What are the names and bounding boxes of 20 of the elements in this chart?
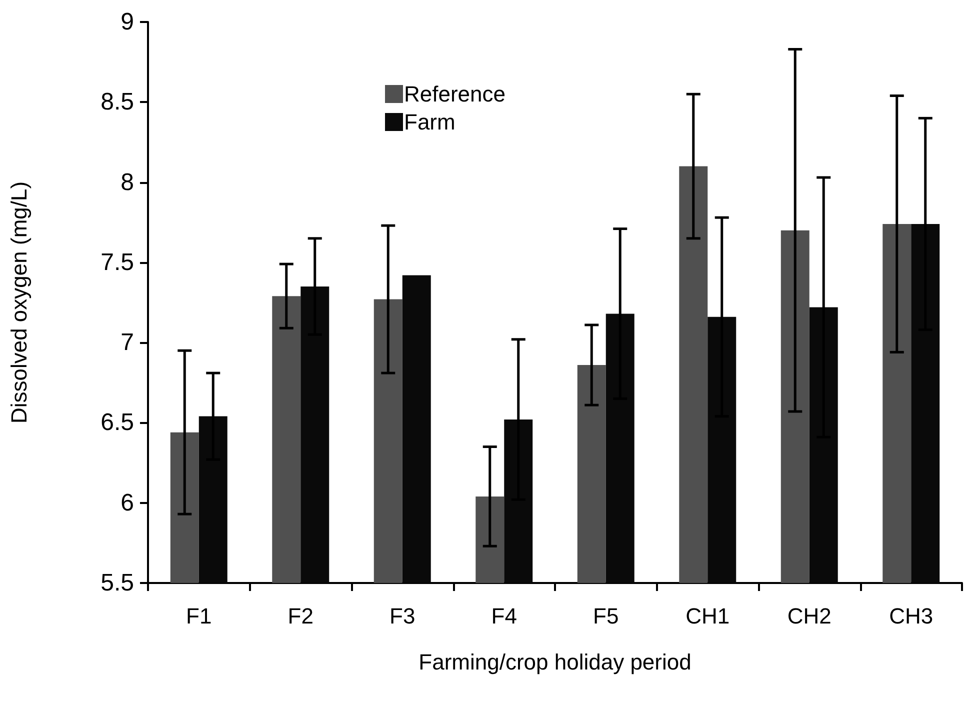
x-tick-label: F5 — [593, 604, 619, 628]
x-tick-label: CH3 — [889, 604, 934, 628]
y-tick-label: 9 — [120, 8, 134, 36]
x-tick-label: F4 — [491, 604, 517, 628]
y-tick-label: 7 — [120, 329, 134, 356]
x-tick-label: CH1 — [686, 604, 730, 628]
x-axis-title: Farming/crop holiday period — [418, 650, 692, 674]
x-tick-label: CH2 — [787, 604, 832, 628]
y-tick-label: 8 — [120, 168, 134, 196]
y-tick-label: 8.5 — [100, 88, 134, 116]
y-tick-label: 6.5 — [100, 409, 134, 436]
y-tick-label: 6 — [120, 489, 134, 516]
x-tick-label: F2 — [288, 604, 314, 628]
legend-label: Farm — [404, 110, 456, 134]
y-tick-label: 7.5 — [100, 248, 134, 276]
y-tick-label: 5.5 — [100, 570, 134, 596]
legend-label: Reference — [404, 82, 506, 106]
y-axis-title: Dissolved oxygen (mg/L) — [6, 181, 32, 424]
x-tick-label: F1 — [186, 604, 212, 628]
x-tick-label: F3 — [390, 604, 416, 628]
